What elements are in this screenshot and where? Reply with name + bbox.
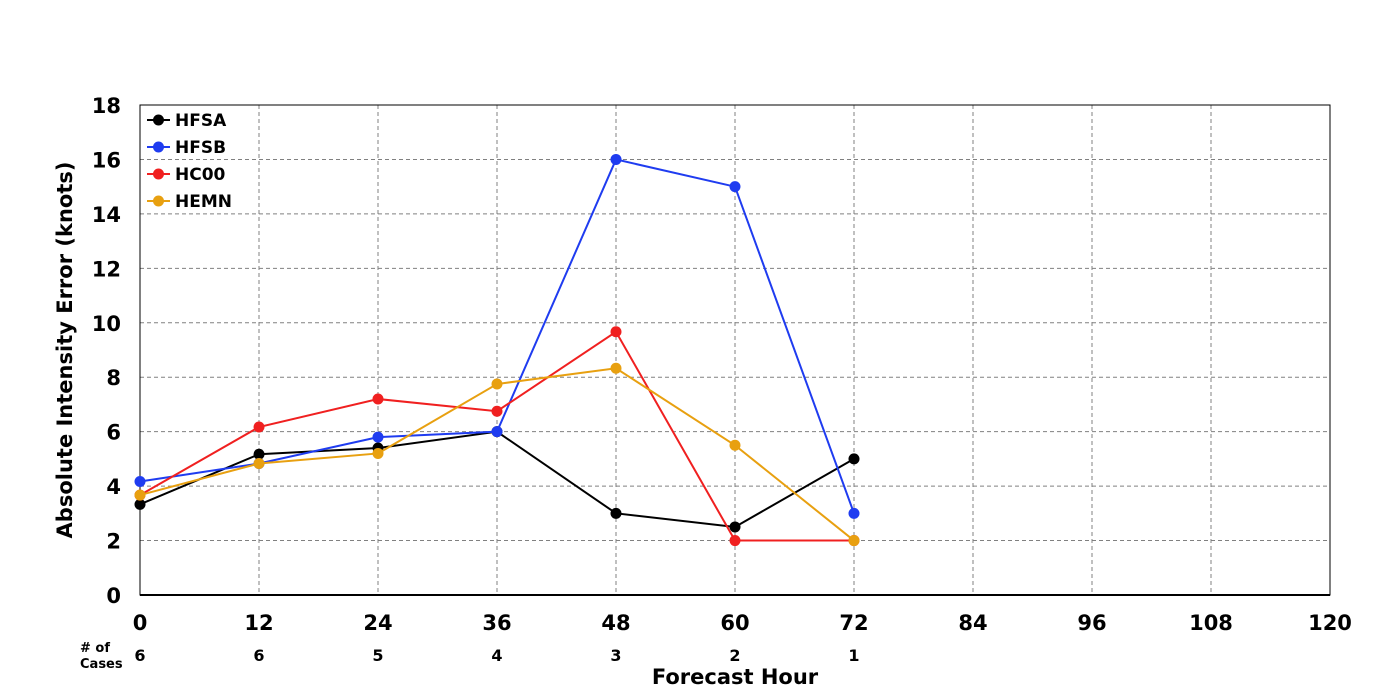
point-hc00-60 (729, 535, 741, 547)
x-tick-label-84: 84 (958, 611, 987, 635)
point-hfsb-0 (134, 475, 146, 487)
x-tick-label-48: 48 (601, 611, 630, 635)
y-tick-label-16: 16 (92, 148, 121, 172)
legend-item-hc00: HC00 (147, 165, 226, 185)
point-hemn-0 (134, 489, 146, 501)
legend-label-hfsb: HFSB (175, 138, 226, 158)
cases-count-48: 3 (610, 646, 621, 665)
y-axis-title: Absolute Intensity Error (knots) (53, 162, 77, 539)
point-hemn-48 (610, 362, 622, 374)
cases-label-line2: Cases (80, 657, 123, 672)
x-tick-label-0: 0 (133, 611, 148, 635)
legend-label-hemn: HEMN (175, 192, 232, 212)
x-tick-label-96: 96 (1077, 611, 1106, 635)
x-tick-labels: 0 12 24 36 48 60 72 84 96 108 120 (133, 611, 1352, 635)
point-hc00-48 (610, 326, 622, 338)
point-hc00-36 (491, 405, 503, 417)
y-tick-labels: 0 2 4 6 8 10 12 14 16 18 (92, 94, 121, 608)
point-hfsa-12 (253, 448, 265, 460)
point-hfsb-24 (372, 431, 384, 443)
cases-count-12: 6 (253, 646, 264, 665)
x-tick-label-36: 36 (482, 611, 511, 635)
legend-item-hemn: HEMN (147, 192, 232, 212)
y-tick-label-18: 18 (92, 94, 121, 118)
legend-marker-hfsa (153, 114, 164, 126)
cases-count-72: 1 (848, 646, 859, 665)
y-tick-label-10: 10 (92, 312, 121, 336)
x-tick-label-60: 60 (720, 611, 749, 635)
y-tick-label-6: 6 (106, 421, 121, 445)
point-hfsa-72 (848, 453, 860, 465)
point-hfsb-72 (848, 507, 860, 519)
point-hfsb-48 (610, 153, 622, 165)
point-hc00-24 (372, 393, 384, 405)
legend-marker-hemn (153, 195, 164, 207)
y-tick-label-2: 2 (106, 530, 121, 554)
point-hfsa-0 (134, 498, 146, 510)
point-hemn-24 (372, 447, 384, 459)
y-tick-label-12: 12 (92, 257, 121, 281)
legend-label-hfsa: HFSA (175, 111, 227, 131)
legend-item-hfsa: HFSA (147, 111, 227, 131)
cases-row: # of Cases 6 6 5 4 3 2 1 (80, 641, 860, 672)
point-hemn-60 (729, 439, 741, 451)
y-tick-label-4: 4 (106, 475, 121, 499)
x-tick-label-24: 24 (363, 611, 392, 635)
cases-count-60: 2 (729, 646, 740, 665)
series-layer (134, 153, 860, 547)
point-hemn-12 (253, 458, 265, 470)
cases-count-0: 6 (134, 646, 145, 665)
x-axis-title: Forecast Hour (652, 665, 819, 689)
legend: HFSA HFSB HC00 HEMN (147, 111, 232, 212)
series-hemn (134, 362, 860, 547)
point-hfsb-60 (729, 181, 741, 193)
cases-label-line1: # of (80, 641, 110, 656)
x-tick-label-108: 108 (1189, 611, 1233, 635)
x-tick-label-120: 120 (1308, 611, 1352, 635)
point-hfsa-48 (610, 507, 622, 519)
cases-count-24: 5 (372, 646, 383, 665)
x-tick-label-12: 12 (244, 611, 273, 635)
y-tick-label-8: 8 (106, 366, 121, 390)
legend-marker-hfsb (153, 141, 164, 153)
legend-label-hc00: HC00 (175, 165, 226, 185)
point-hfsa-60 (729, 521, 741, 533)
y-tick-label-0: 0 (106, 584, 121, 608)
legend-item-hfsb: HFSB (147, 138, 226, 158)
y-tick-label-14: 14 (92, 203, 121, 227)
x-tick-label-72: 72 (839, 611, 868, 635)
point-hc00-12 (253, 421, 265, 433)
point-hfsb-36 (491, 426, 503, 438)
point-hemn-36 (491, 378, 503, 390)
point-hemn-72 (848, 535, 860, 547)
legend-marker-hc00 (153, 168, 164, 180)
grid (140, 105, 1330, 595)
cases-count-36: 4 (491, 646, 502, 665)
